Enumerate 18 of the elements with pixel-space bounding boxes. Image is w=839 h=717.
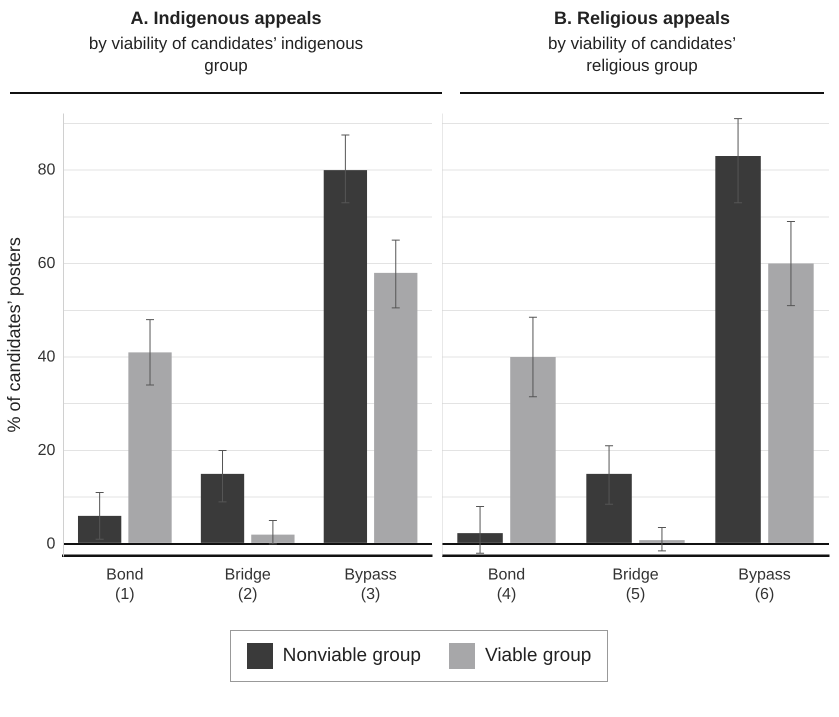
y-tick-label: 60 <box>38 254 56 272</box>
chart-title: B. Religious appeals <box>552 8 732 29</box>
legend-label: Viable group <box>485 645 592 667</box>
x-tick-label: Bond (4) <box>488 566 526 603</box>
legend-label: Nonviable group <box>282 645 421 667</box>
y-tick-label: 40 <box>38 348 56 366</box>
x-tick-label: Bypass (6) <box>738 566 791 603</box>
x-tick-label: Bridge (2) <box>224 566 271 603</box>
x-tick-label: Bridge (5) <box>612 566 659 603</box>
y-tick-label: 0 <box>46 535 56 552</box>
y-tick-label: 20 <box>38 442 56 459</box>
chart-title: A. Indigenous appeals <box>129 8 323 29</box>
chart-subtitle: by viability of candidates’ indigenous group <box>88 33 364 77</box>
chart-subtitle: by viability of candidates’ religious group <box>546 33 738 77</box>
x-tick-label: Bond (1) <box>106 566 144 603</box>
y-axis-title: % of candidates’ posters <box>4 237 24 433</box>
y-tick-label: 80 <box>38 161 56 178</box>
x-tick-label: Bypass (3) <box>344 566 397 603</box>
